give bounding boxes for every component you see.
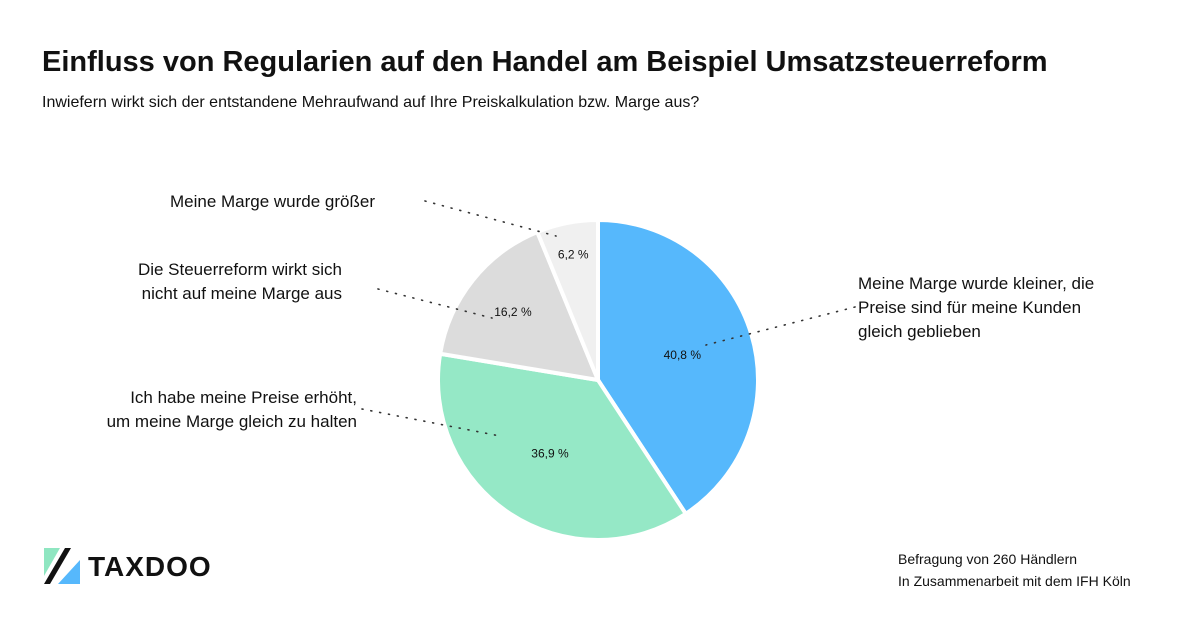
slice-label-line: Die Steuerreform wirkt sich — [137, 260, 342, 279]
slice-category-label: Meine Marge wurde größer — [170, 190, 375, 214]
slice-label-line: gleich geblieben — [858, 322, 981, 341]
slice-label-line: nicht auf meine Marge aus — [141, 284, 342, 303]
chart-subtitle: Inwiefern wirkt sich der entstandene Meh… — [42, 94, 700, 111]
slice-label-line: Meine Marge wurde kleiner, die — [858, 274, 1095, 293]
slice-value-label: 16,2 % — [494, 305, 532, 319]
slice-label-line: Preise sind für meine Kunden — [858, 298, 1082, 317]
leader-line — [361, 408, 501, 437]
brand-name: TAXDOO — [88, 551, 212, 582]
pie-slice — [438, 229, 600, 382]
slice-category-label: Ich habe meine Preise erhöht, um meine Ma… — [107, 386, 357, 434]
slice-value-label: 36,9 % — [531, 447, 569, 461]
chart-title: Einfluss von Regularien auf den Handel a… — [42, 46, 1048, 78]
slice-label-line: um meine Marge gleich zu halten — [106, 412, 357, 431]
taxdoo-logo-icon — [44, 548, 80, 584]
source-line: In Zusammenarbeit mit dem IFH Köln — [898, 573, 1131, 589]
slice-label-line: Ich habe meine Preise erhöht, — [130, 388, 357, 407]
source-note: Befragung von 260 Händlern In Zusammenar… — [898, 548, 1131, 592]
leader-line — [377, 288, 493, 319]
slice-value-label: 6,2 % — [558, 247, 589, 261]
pie-slice — [535, 218, 600, 382]
slice-category-label: Meine Marge wurde kleiner, die Preise sin… — [858, 272, 1094, 344]
slice-label-line: Meine Marge wurde größer — [169, 192, 375, 211]
source-line: Befragung von 260 Händlern — [898, 551, 1078, 567]
slice-category-label: Die Steuerreform wirkt sich nicht auf mei… — [138, 258, 342, 306]
slice-value-label: 40,8 % — [664, 348, 702, 362]
pie-slice — [436, 351, 688, 542]
